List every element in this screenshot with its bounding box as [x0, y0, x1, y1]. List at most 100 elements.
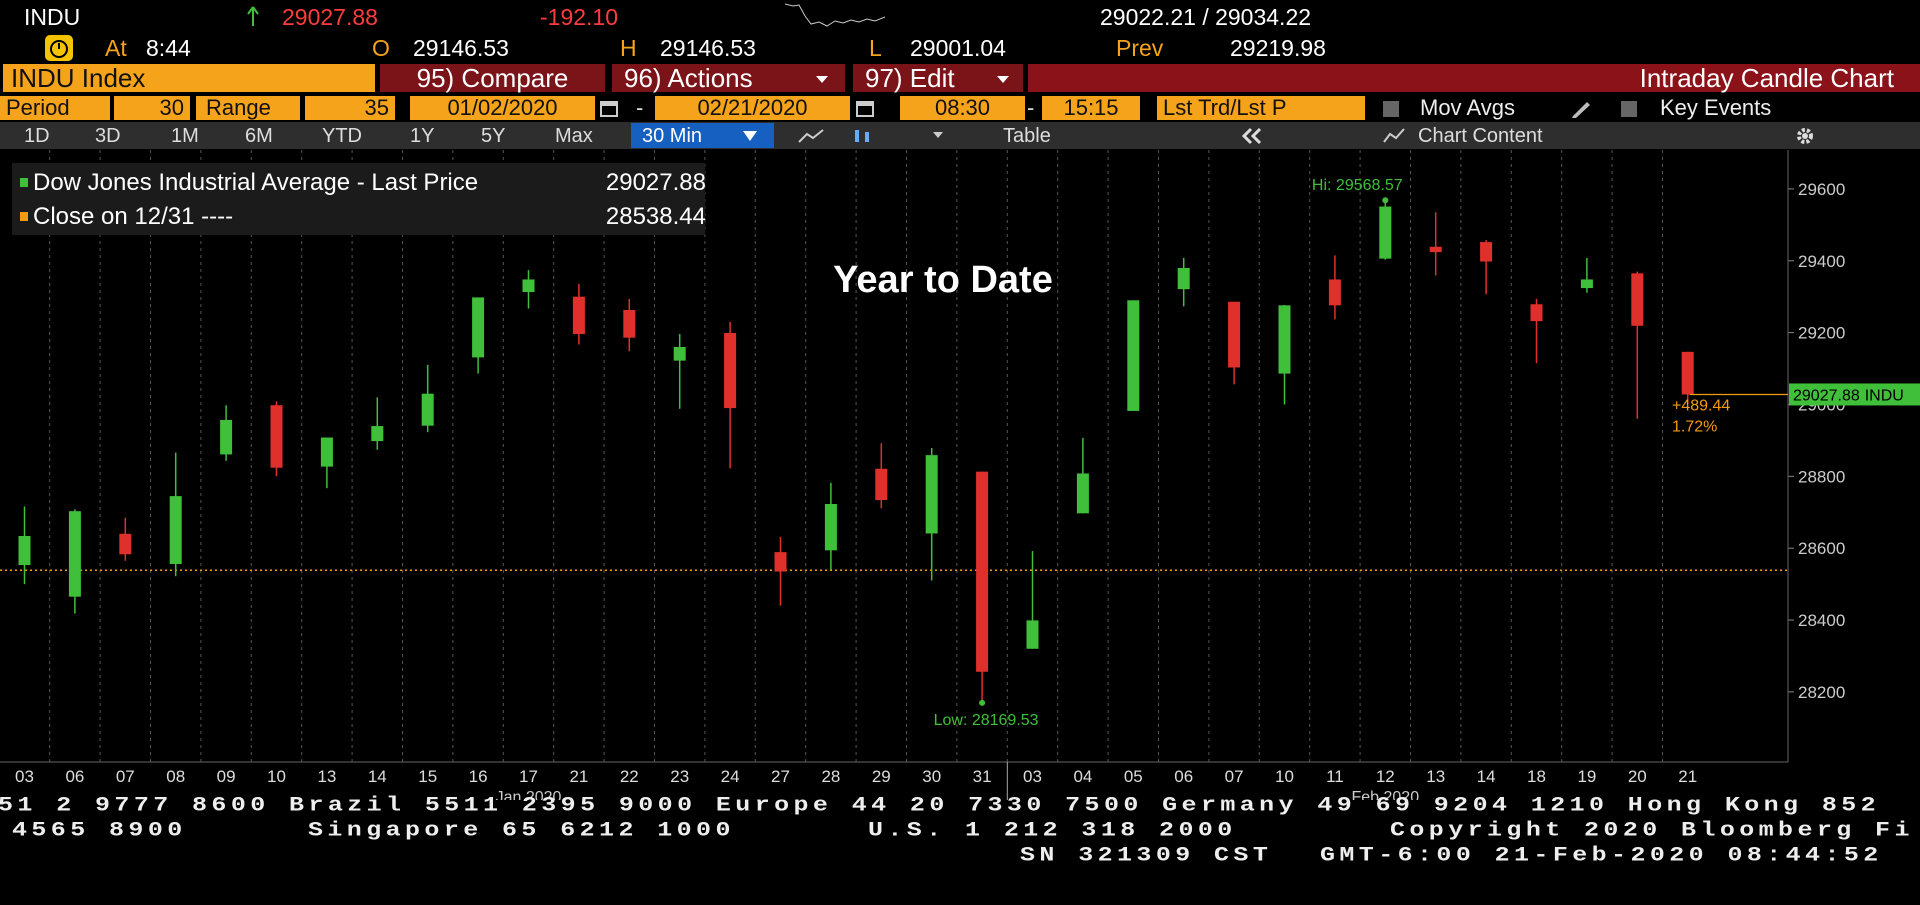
candle-body	[1681, 351, 1694, 395]
candle-body	[270, 405, 283, 468]
range-label: Range	[196, 96, 300, 120]
security-field[interactable]: INDU Index	[3, 64, 375, 92]
x-tick-label: 20	[1628, 767, 1647, 786]
range-button[interactable]: 6M	[245, 125, 273, 147]
range-button[interactable]: YTD	[322, 125, 362, 147]
candle	[68, 509, 81, 614]
month-label: Feb 2020	[1351, 789, 1419, 800]
candle	[673, 334, 686, 409]
candle-body	[220, 419, 233, 455]
x-tick-label: 10	[1275, 767, 1294, 786]
price-field[interactable]: Lst Trd/Lst P	[1157, 96, 1365, 120]
x-tick-label: 05	[1124, 767, 1143, 786]
period-field[interactable]: 30	[114, 96, 190, 120]
alert-icon[interactable]	[44, 34, 74, 62]
chart-type-icons[interactable]	[795, 126, 945, 146]
range-button[interactable]: 5Y	[481, 125, 506, 147]
time: 8:44	[146, 35, 191, 61]
range-button[interactable]: 3D	[95, 125, 121, 147]
prev: 29219.98	[1230, 35, 1326, 61]
checkbox[interactable]	[1382, 100, 1400, 118]
candle	[1278, 304, 1291, 405]
open: 29146.53	[413, 35, 509, 61]
chart-content-icon[interactable]	[1382, 126, 1406, 146]
candle	[976, 471, 989, 703]
x-tick-label: 12	[1376, 767, 1395, 786]
y-tick-label: 29600	[1798, 180, 1845, 199]
y-tick-label: 28200	[1798, 683, 1845, 702]
x-tick-label: 09	[217, 767, 236, 786]
start-time[interactable]: 08:30	[900, 96, 1025, 120]
up-arrow	[247, 6, 259, 26]
end-date[interactable]: 02/21/2020	[655, 96, 850, 120]
candle-body	[1480, 242, 1493, 262]
footer-item: SN 321309 CST	[1020, 843, 1273, 868]
candle	[925, 447, 938, 581]
candle-body	[724, 332, 737, 409]
x-tick-label: 22	[620, 767, 639, 786]
candle	[1681, 351, 1694, 405]
y-tick-label: 29200	[1798, 324, 1845, 343]
candle	[774, 537, 787, 606]
candle-body	[18, 535, 31, 566]
footer-item: Copyright 2020 Bloomberg Fi	[1390, 818, 1914, 843]
candle	[220, 405, 233, 461]
candle	[824, 482, 837, 570]
range-button[interactable]: Max	[555, 125, 593, 147]
candle-body	[1429, 246, 1442, 253]
chart-content-button[interactable]: Chart Content	[1418, 125, 1543, 147]
dropdown-icon	[743, 131, 757, 141]
key-events-label[interactable]: Key Events	[1660, 95, 1772, 120]
interval-label[interactable]: 30 Min	[642, 125, 703, 147]
x-tick-label: 30	[922, 767, 941, 786]
candle-body	[824, 503, 837, 551]
end-time[interactable]: 15:15	[1042, 96, 1140, 120]
table-button[interactable]: Table	[1003, 125, 1051, 147]
candle-body	[169, 496, 182, 564]
candle-body	[68, 511, 81, 597]
footer-item: U.S. 1 212 318 2000	[868, 818, 1237, 843]
x-tick-label: 16	[469, 767, 488, 786]
y-tick-label: 28800	[1798, 467, 1845, 486]
x-tick-label: 21	[569, 767, 588, 786]
high: 29146.53	[660, 35, 756, 61]
start-date[interactable]: 01/02/2020	[410, 96, 595, 120]
collapse-icon[interactable]	[1240, 127, 1264, 145]
y-tick-label: 28400	[1798, 611, 1845, 630]
actions-button[interactable]: 96) Actions	[612, 64, 845, 92]
range-button[interactable]: 1D	[24, 125, 50, 147]
calendar-icon[interactable]	[600, 99, 618, 117]
x-tick-label: 18	[1527, 767, 1546, 786]
range-button[interactable]: 1Y	[410, 125, 435, 147]
candle	[1580, 257, 1593, 293]
candle-body	[623, 309, 636, 338]
settings-icon[interactable]	[1795, 126, 1815, 146]
mov-avgs-label[interactable]: Mov Avgs	[1420, 95, 1515, 120]
edit-button[interactable]: 97) Edit	[853, 64, 1023, 92]
low-point	[979, 699, 986, 706]
range-button[interactable]: 1M	[171, 125, 199, 147]
x-tick-label: 29	[872, 767, 891, 786]
candle	[1076, 437, 1089, 514]
candle-body	[371, 426, 384, 442]
candle	[1379, 200, 1392, 260]
low-annotation: Low: 28169.53	[934, 712, 1039, 729]
candle-body	[1580, 279, 1593, 289]
calendar-icon[interactable]	[856, 99, 874, 117]
candle	[169, 452, 182, 577]
change-pct-annotation: 1.72%	[1672, 418, 1717, 435]
x-tick-label: 21	[1678, 767, 1697, 786]
range-field[interactable]: 35	[305, 96, 395, 120]
high-label: H	[620, 35, 637, 61]
candle	[270, 401, 283, 477]
last-price: 29027.88	[282, 4, 378, 30]
last-price-tag-text: 29027.88 INDU	[1793, 387, 1904, 404]
last-price-value: 29027.88	[1793, 387, 1860, 404]
candle-body	[1631, 273, 1644, 326]
compare-button[interactable]: 95) Compare	[380, 64, 605, 92]
candle	[875, 443, 888, 509]
candle	[421, 364, 434, 433]
pencil-icon[interactable]	[1570, 99, 1592, 119]
candle-body	[320, 437, 333, 467]
checkbox[interactable]	[1620, 100, 1638, 118]
